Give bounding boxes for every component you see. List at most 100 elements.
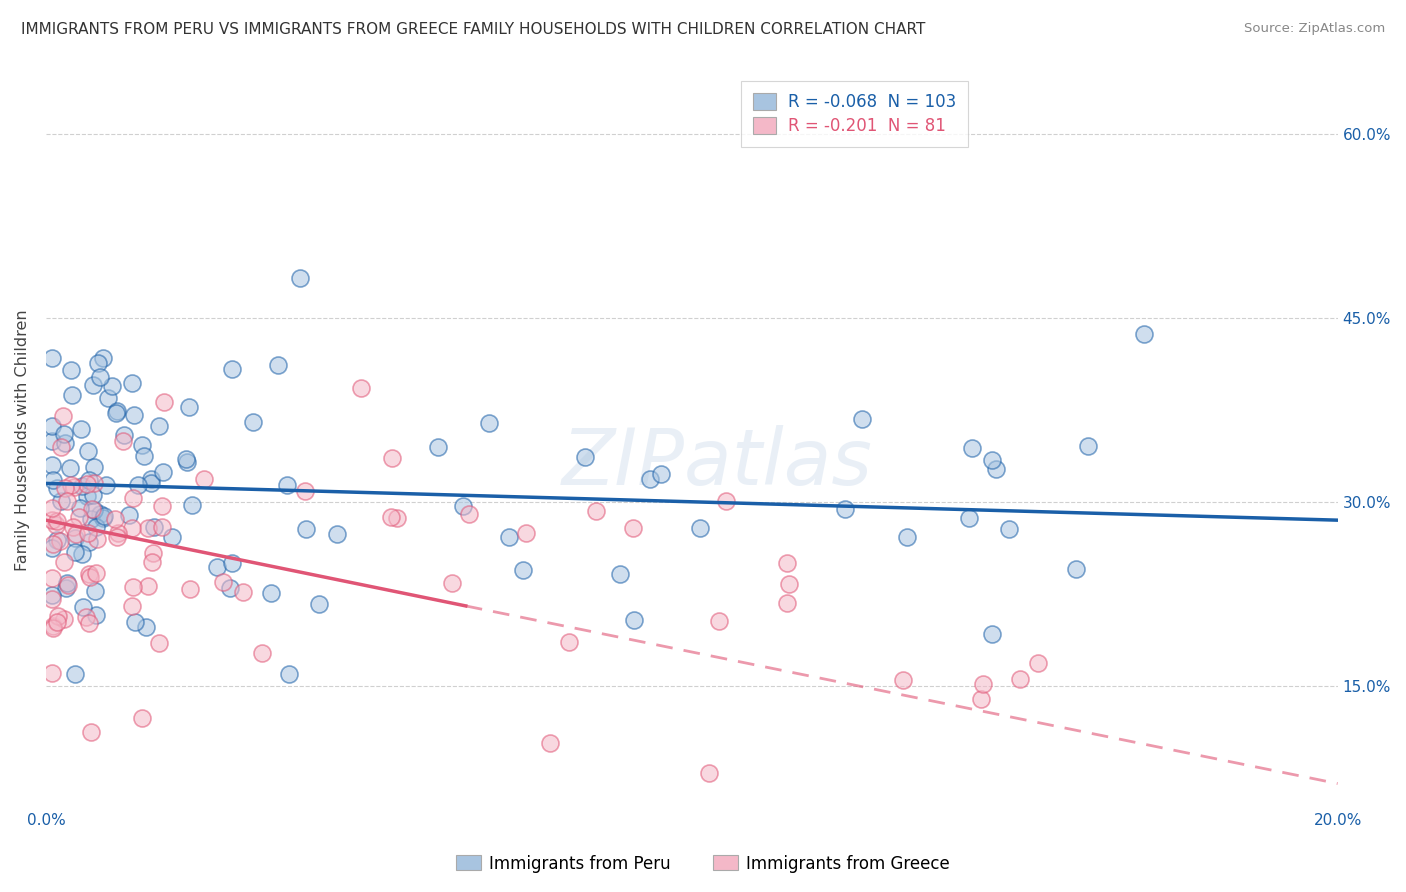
Point bbox=[124, 615, 146, 629]
Point bbox=[86, 532, 108, 546]
Point bbox=[46, 514, 69, 528]
Point bbox=[41, 458, 63, 473]
Point bbox=[77, 566, 100, 581]
Point bbox=[42, 537, 65, 551]
Point bbox=[441, 575, 464, 590]
Point bbox=[46, 533, 69, 547]
Point bbox=[41, 571, 63, 585]
Point bbox=[41, 419, 63, 434]
Point bbox=[105, 530, 128, 544]
Point bbox=[896, 530, 918, 544]
Point bbox=[131, 711, 153, 725]
Text: IMMIGRANTS FROM PERU VS IMMIGRANTS FROM GREECE FAMILY HOUSEHOLDS WITH CHILDREN C: IMMIGRANTS FROM PERU VS IMMIGRANTS FROM … bbox=[21, 22, 925, 37]
Point bbox=[41, 351, 63, 366]
Point bbox=[45, 481, 67, 495]
Point bbox=[94, 478, 117, 492]
Point bbox=[49, 533, 72, 548]
Point bbox=[276, 478, 298, 492]
Point bbox=[104, 512, 127, 526]
Point bbox=[134, 449, 156, 463]
Point bbox=[77, 474, 100, 488]
Point bbox=[84, 520, 107, 534]
Point bbox=[980, 626, 1002, 640]
Point bbox=[998, 522, 1021, 536]
Point bbox=[574, 450, 596, 465]
Point bbox=[55, 581, 77, 595]
Point bbox=[153, 395, 176, 409]
Point bbox=[426, 440, 449, 454]
Point bbox=[451, 499, 474, 513]
Point bbox=[288, 270, 311, 285]
Point bbox=[89, 370, 111, 384]
Point bbox=[350, 381, 373, 395]
Point bbox=[59, 478, 82, 492]
Point bbox=[150, 520, 173, 534]
Point bbox=[127, 478, 149, 492]
Point bbox=[308, 597, 330, 611]
Point bbox=[1132, 326, 1154, 341]
Point bbox=[42, 621, 65, 635]
Point bbox=[121, 376, 143, 390]
Point bbox=[176, 455, 198, 469]
Point bbox=[45, 615, 67, 630]
Point bbox=[42, 619, 65, 633]
Point bbox=[325, 526, 347, 541]
Point bbox=[65, 527, 87, 541]
Point bbox=[75, 610, 97, 624]
Point bbox=[53, 481, 76, 495]
Point bbox=[63, 666, 86, 681]
Point bbox=[79, 570, 101, 584]
Point bbox=[83, 503, 105, 517]
Point bbox=[160, 530, 183, 544]
Legend: Immigrants from Peru, Immigrants from Greece: Immigrants from Peru, Immigrants from Gr… bbox=[450, 848, 956, 880]
Point bbox=[139, 472, 162, 486]
Point bbox=[638, 472, 661, 486]
Point bbox=[242, 415, 264, 429]
Point bbox=[477, 417, 499, 431]
Point bbox=[136, 579, 159, 593]
Point bbox=[957, 511, 980, 525]
Point bbox=[70, 479, 93, 493]
Point bbox=[174, 452, 197, 467]
Point bbox=[689, 521, 711, 535]
Point bbox=[112, 428, 135, 442]
Point bbox=[104, 406, 127, 420]
Point bbox=[70, 422, 93, 436]
Point bbox=[63, 531, 86, 545]
Point bbox=[46, 609, 69, 624]
Point bbox=[121, 521, 143, 535]
Point bbox=[121, 599, 143, 613]
Point bbox=[205, 560, 228, 574]
Point bbox=[621, 521, 644, 535]
Point bbox=[91, 511, 114, 525]
Point bbox=[41, 541, 63, 555]
Point bbox=[851, 412, 873, 426]
Point bbox=[778, 577, 800, 591]
Point bbox=[585, 504, 607, 518]
Point bbox=[294, 484, 316, 499]
Point bbox=[55, 494, 77, 508]
Point bbox=[41, 588, 63, 602]
Point bbox=[458, 507, 481, 521]
Point bbox=[1064, 562, 1087, 576]
Point bbox=[972, 677, 994, 691]
Point bbox=[697, 766, 720, 780]
Y-axis label: Family Households with Children: Family Households with Children bbox=[15, 310, 30, 572]
Point bbox=[498, 530, 520, 544]
Point bbox=[609, 567, 631, 582]
Point bbox=[62, 519, 84, 533]
Point bbox=[76, 477, 98, 491]
Point bbox=[221, 361, 243, 376]
Point bbox=[83, 584, 105, 599]
Point bbox=[181, 499, 204, 513]
Point bbox=[82, 487, 104, 501]
Point bbox=[776, 556, 799, 570]
Point bbox=[118, 508, 141, 522]
Point bbox=[87, 356, 110, 370]
Point bbox=[122, 491, 145, 505]
Point bbox=[623, 613, 645, 627]
Point bbox=[76, 443, 98, 458]
Point bbox=[960, 441, 983, 455]
Point bbox=[41, 513, 63, 527]
Point bbox=[55, 576, 77, 591]
